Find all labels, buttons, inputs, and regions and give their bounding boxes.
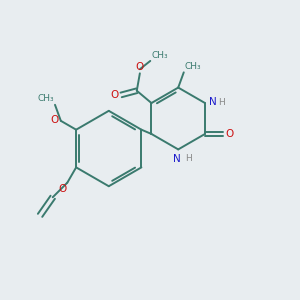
Text: N: N bbox=[173, 154, 181, 164]
Text: O: O bbox=[58, 184, 66, 194]
Text: O: O bbox=[136, 61, 144, 72]
Text: O: O bbox=[51, 115, 59, 125]
Text: N: N bbox=[208, 97, 216, 106]
Text: O: O bbox=[225, 129, 233, 139]
Text: CH₃: CH₃ bbox=[185, 62, 202, 71]
Text: CH₃: CH₃ bbox=[37, 94, 54, 103]
Text: CH₃: CH₃ bbox=[152, 51, 168, 60]
Text: H: H bbox=[218, 98, 224, 107]
Text: O: O bbox=[110, 90, 119, 100]
Text: H: H bbox=[186, 154, 192, 164]
